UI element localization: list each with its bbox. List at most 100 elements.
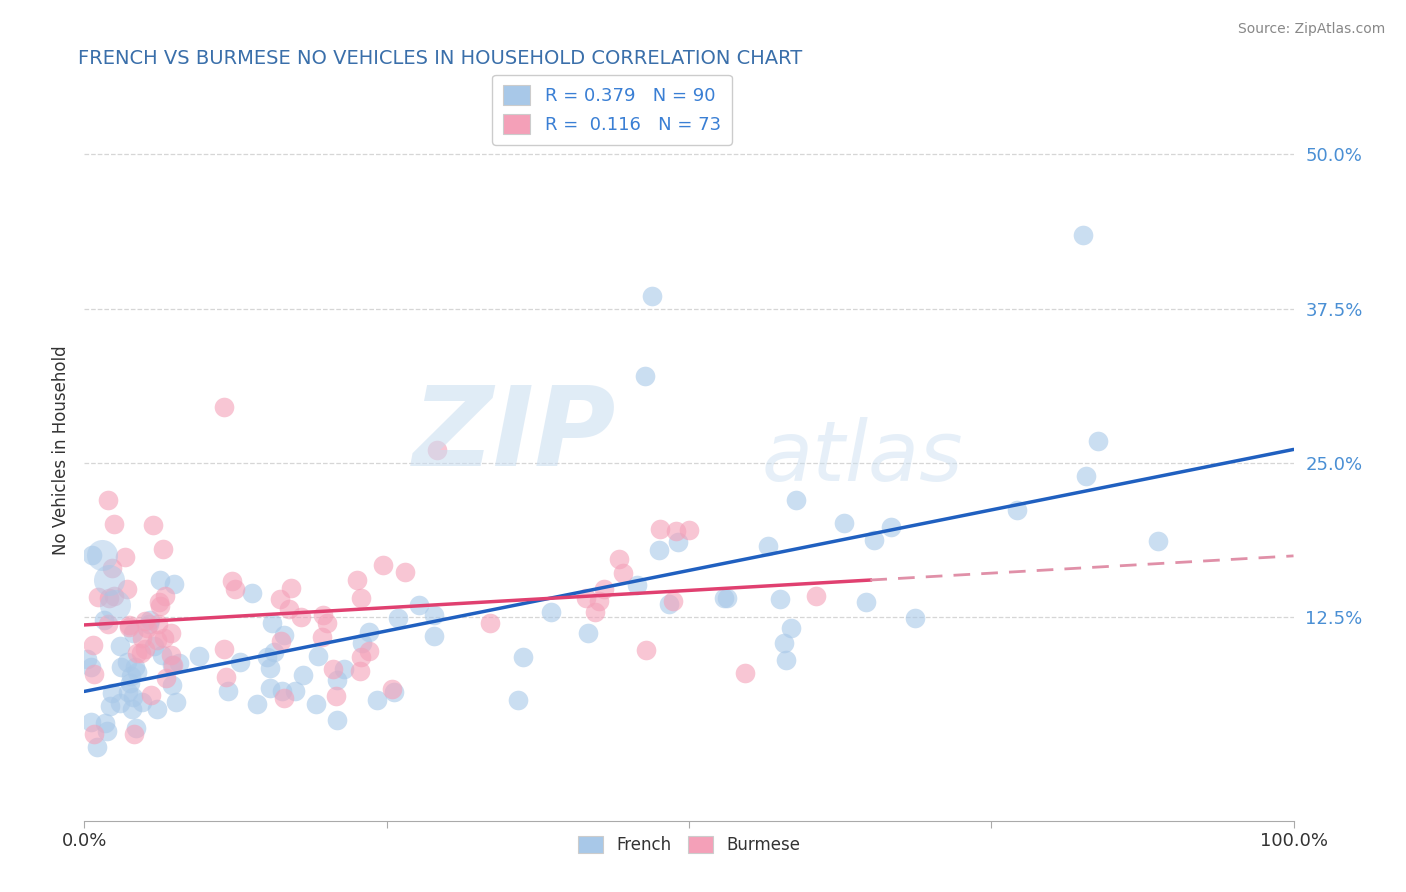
Point <box>104 598 127 612</box>
Point <box>101 561 124 575</box>
Point <box>139 613 162 627</box>
Point <box>387 611 409 625</box>
Point <box>131 632 153 646</box>
Point <box>382 685 405 699</box>
Point <box>326 713 349 727</box>
Point <box>134 615 156 629</box>
Point <box>215 670 238 684</box>
Point <box>143 640 166 654</box>
Point <box>138 617 160 632</box>
Point <box>117 582 139 596</box>
Point <box>120 669 142 683</box>
Point <box>188 649 211 664</box>
Point <box>626 578 648 592</box>
Point <box>270 633 292 648</box>
Point <box>118 620 141 634</box>
Point <box>408 599 430 613</box>
Point <box>115 655 138 669</box>
Point <box>259 681 281 695</box>
Point <box>479 615 502 630</box>
Point <box>117 618 139 632</box>
Point <box>311 631 333 645</box>
Point <box>150 648 173 662</box>
Point <box>506 692 529 706</box>
Point <box>93 613 115 627</box>
Point <box>307 648 329 663</box>
Point <box>98 591 121 605</box>
Point <box>661 594 683 608</box>
Point <box>772 636 794 650</box>
Point <box>666 535 689 549</box>
Point <box>146 617 169 632</box>
Point <box>381 682 404 697</box>
Point <box>153 590 176 604</box>
Point <box>756 539 779 553</box>
Point <box>713 591 735 606</box>
Point <box>855 595 877 609</box>
Point <box>152 541 174 556</box>
Point <box>648 522 671 536</box>
Point <box>167 656 190 670</box>
Point <box>122 727 145 741</box>
Point <box>734 665 756 680</box>
Point <box>262 615 284 630</box>
Point <box>229 656 252 670</box>
Point <box>97 617 120 632</box>
Point <box>832 516 855 530</box>
Point <box>117 685 139 699</box>
Point <box>316 616 339 631</box>
Point <box>575 591 598 605</box>
Point <box>246 697 269 711</box>
Point <box>124 660 146 674</box>
Point <box>98 698 121 713</box>
Point <box>80 714 103 729</box>
Point <box>162 658 184 673</box>
Point <box>159 648 181 662</box>
Point <box>76 652 98 666</box>
Point <box>217 683 239 698</box>
Point <box>350 649 373 664</box>
Point <box>633 369 655 384</box>
Point <box>332 662 354 676</box>
Point <box>1005 503 1028 517</box>
Point <box>139 689 162 703</box>
Point <box>636 643 658 657</box>
Point <box>97 492 120 507</box>
Point <box>259 661 281 675</box>
Point <box>716 591 738 605</box>
Legend: French, Burmese: French, Burmese <box>571 829 807 861</box>
Point <box>785 492 807 507</box>
Y-axis label: No Vehicles in Household: No Vehicles in Household <box>52 345 70 556</box>
Point <box>658 597 681 611</box>
Point <box>155 671 177 685</box>
Point <box>135 621 157 635</box>
Point <box>149 599 172 614</box>
Point <box>1074 468 1097 483</box>
Point <box>349 664 371 678</box>
Point <box>273 690 295 705</box>
Point <box>664 524 686 538</box>
Point <box>678 524 700 538</box>
Text: Source: ZipAtlas.com: Source: ZipAtlas.com <box>1237 22 1385 37</box>
Point <box>576 625 599 640</box>
Point <box>291 668 314 682</box>
Point <box>1087 434 1109 449</box>
Point <box>904 611 927 625</box>
Point <box>641 289 664 303</box>
Point <box>80 660 103 674</box>
Point <box>352 636 374 650</box>
Point <box>269 592 291 607</box>
Point <box>129 646 152 660</box>
Point <box>212 401 235 415</box>
Point <box>648 543 671 558</box>
Point <box>86 739 108 754</box>
Point <box>325 673 347 687</box>
Point <box>125 646 148 660</box>
Point <box>270 684 292 698</box>
Point <box>94 715 117 730</box>
Point <box>108 639 131 653</box>
Point <box>312 608 335 623</box>
Point <box>125 721 148 735</box>
Point <box>148 595 170 609</box>
Point <box>1147 534 1170 549</box>
